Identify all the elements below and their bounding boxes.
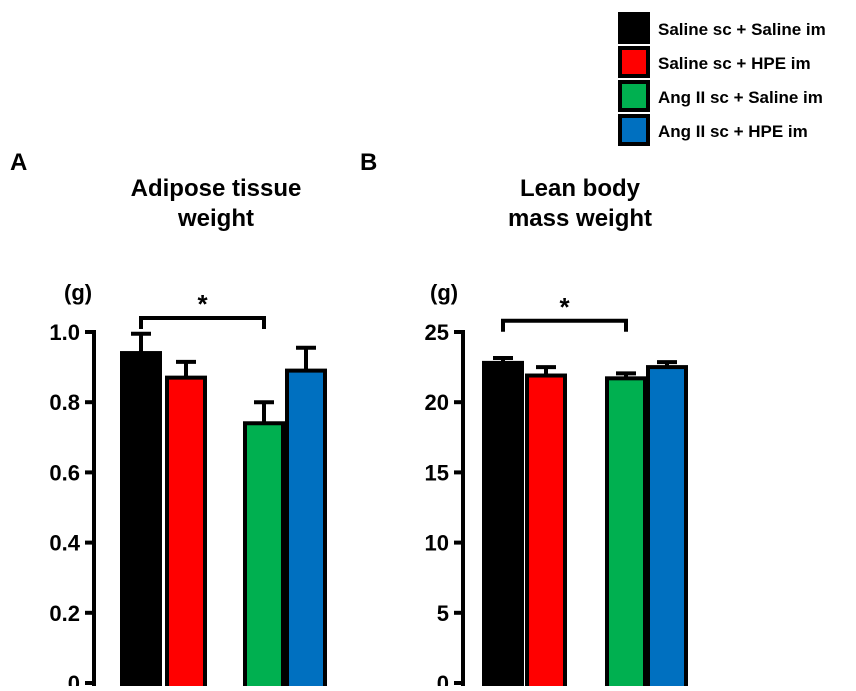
y-tick-label: 20 [425, 390, 449, 415]
y-tick-label: 0 [437, 671, 449, 686]
y-tick-label: 0.8 [49, 390, 80, 415]
y-tick-label: 5 [437, 601, 449, 626]
legend-label: Ang II sc + Saline im [658, 88, 823, 107]
legend-swatch [618, 12, 650, 44]
panel-b: B Lean body mass weight (g) 0 5 10 15 20 25 * [360, 149, 688, 691]
chart-title-line: mass weight [508, 205, 652, 232]
chart-title-line: weight [177, 205, 254, 232]
y-tick-label: 0.6 [49, 460, 80, 485]
bar [482, 360, 524, 691]
panel-label: A [10, 149, 27, 176]
bar [605, 376, 647, 691]
panel-label: B [360, 149, 377, 176]
y-axis-label: (g) [430, 280, 458, 305]
panel-a: A Adipose tissue weight (g) 0 0.2 0.4 0.6 0.8 1.0… [10, 149, 327, 691]
legend-swatch [618, 114, 650, 146]
y-tick-label: 25 [425, 320, 449, 345]
y-tick-label: 1.0 [49, 320, 80, 345]
significance-star: * [197, 289, 208, 319]
y-tick-label: 0.4 [49, 531, 80, 556]
bar [243, 421, 285, 691]
bar [646, 365, 688, 691]
legend: Saline sc + Saline im Saline sc + HPE im A… [618, 12, 826, 146]
significance-bracket [501, 318, 628, 332]
legend-label: Ang II sc + HPE im [658, 122, 808, 141]
legend-label: Saline sc + HPE im [658, 54, 811, 73]
bar [525, 373, 567, 691]
significance-bracket [139, 315, 266, 329]
chart-title-line: Lean body [520, 175, 641, 202]
legend-swatch [618, 80, 650, 112]
bar [165, 375, 207, 691]
y-tick-label: 0.2 [49, 601, 80, 626]
bar [120, 351, 162, 691]
y-tick-label: 10 [425, 531, 449, 556]
y-axis-label: (g) [64, 280, 92, 305]
significance-star: * [559, 292, 570, 322]
chart-title-line: Adipose tissue [131, 175, 302, 202]
legend-swatch [618, 46, 650, 78]
bar [285, 368, 327, 691]
y-tick-label: 0 [68, 671, 80, 686]
y-tick-label: 15 [425, 460, 449, 485]
legend-label: Saline sc + Saline im [658, 20, 826, 39]
